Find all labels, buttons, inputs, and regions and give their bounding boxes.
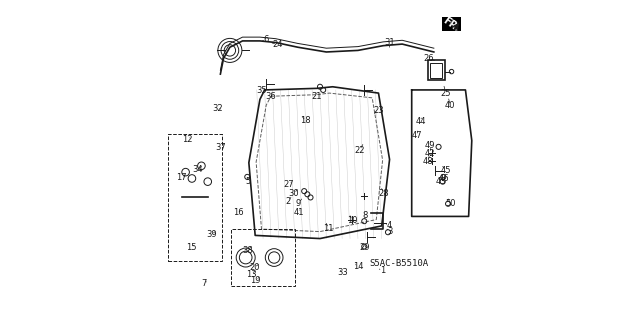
Text: FR.: FR. [441, 15, 461, 34]
Bar [232, 229, 294, 286]
Text: 20: 20 [249, 263, 259, 272]
Text: 18: 18 [300, 116, 311, 125]
Text: 30: 30 [289, 189, 300, 198]
Text: 44: 44 [416, 117, 426, 126]
Text: 2: 2 [285, 197, 291, 206]
Text: S5AC-B5510A: S5AC-B5510A [369, 259, 429, 268]
Text: 25: 25 [440, 89, 451, 98]
Text: 48: 48 [423, 157, 433, 166]
Bar [168, 134, 222, 261]
Text: 7: 7 [201, 279, 206, 288]
Text: 22: 22 [355, 145, 365, 154]
Text: 36: 36 [266, 92, 276, 101]
Text: 46: 46 [438, 174, 449, 183]
Text: 15: 15 [186, 243, 196, 252]
Text: 43: 43 [435, 176, 446, 186]
Text: 9: 9 [296, 199, 301, 208]
Text: 35: 35 [256, 86, 267, 95]
Text: 39: 39 [206, 230, 217, 239]
Text: 4: 4 [387, 221, 392, 230]
Text: 21: 21 [312, 92, 322, 101]
Text: 38: 38 [243, 246, 253, 255]
Text: 19: 19 [250, 276, 261, 285]
Text: 6: 6 [264, 35, 269, 44]
Text: 40: 40 [445, 101, 456, 110]
Text: 8: 8 [362, 211, 367, 220]
Text: 5: 5 [245, 176, 250, 186]
Text: 47: 47 [412, 131, 422, 140]
Text: 49: 49 [425, 141, 435, 150]
Text: 27: 27 [284, 180, 294, 189]
Bar [428, 60, 445, 80]
Text: 12: 12 [182, 135, 193, 145]
Text: 42: 42 [425, 149, 435, 158]
Text: 32: 32 [212, 104, 223, 113]
Text: 17: 17 [176, 173, 187, 182]
Text: 34: 34 [192, 165, 203, 174]
Text: 41: 41 [293, 208, 304, 217]
Text: 24: 24 [272, 40, 283, 48]
Text: 10: 10 [347, 216, 358, 225]
Text: 45: 45 [440, 166, 451, 175]
Text: 11: 11 [323, 224, 334, 233]
Bar [442, 17, 461, 32]
Text: 16: 16 [233, 208, 244, 217]
Text: 26: 26 [424, 54, 435, 63]
Text: 14: 14 [353, 262, 364, 271]
Text: 31: 31 [384, 38, 395, 47]
Text: 1: 1 [380, 266, 385, 275]
Text: 13: 13 [246, 270, 257, 279]
Text: 23: 23 [373, 106, 384, 115]
Text: 29: 29 [360, 243, 370, 252]
Text: 3: 3 [387, 227, 393, 236]
Text: 33: 33 [337, 268, 348, 277]
Text: 37: 37 [216, 143, 227, 152]
Bar [430, 63, 442, 78]
Text: 50: 50 [445, 199, 456, 208]
Text: 28: 28 [379, 189, 389, 198]
